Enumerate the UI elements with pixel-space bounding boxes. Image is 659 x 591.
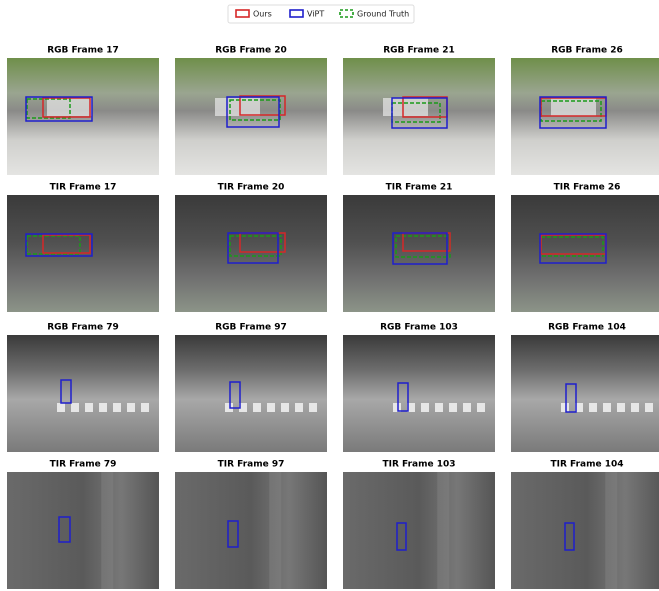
haze xyxy=(269,472,281,589)
panel-grid: RGB Frame 17 RGB Frame 20 RGB Frame 21 RGB … xyxy=(7,46,659,590)
crosswalk xyxy=(113,403,121,412)
legend: Ours ViPT Ground Truth xyxy=(228,5,414,23)
car xyxy=(383,98,428,116)
panel-title: RGB Frame 104 xyxy=(548,323,626,333)
panel-title: TIR Frame 97 xyxy=(218,460,285,470)
legend-label: Ours xyxy=(253,10,272,19)
frame-image xyxy=(343,472,495,589)
panel-title: RGB Frame 26 xyxy=(551,46,623,56)
crosswalk xyxy=(281,403,289,412)
panel-title: RGB Frame 103 xyxy=(380,323,458,333)
crosswalk xyxy=(71,403,79,412)
haze xyxy=(101,472,113,589)
crosswalk xyxy=(561,403,569,412)
frame-image xyxy=(343,195,495,312)
crosswalk xyxy=(85,403,93,412)
crosswalk xyxy=(589,403,597,412)
crosswalk xyxy=(645,403,653,412)
crosswalk xyxy=(631,403,639,412)
haze xyxy=(437,472,449,589)
panel-title: TIR Frame 26 xyxy=(554,183,621,193)
crosswalk xyxy=(127,403,135,412)
panel-title: TIR Frame 79 xyxy=(50,460,117,470)
crosswalk xyxy=(463,403,471,412)
frame-image xyxy=(343,335,495,452)
frame-image xyxy=(175,472,327,589)
frame-image xyxy=(175,335,327,452)
crosswalk xyxy=(603,403,611,412)
legend-label: ViPT xyxy=(307,10,324,19)
frame-image xyxy=(7,335,159,452)
frame-image xyxy=(175,195,327,312)
frame-image xyxy=(7,472,159,589)
crosswalk xyxy=(309,403,317,412)
haze xyxy=(605,472,617,589)
crosswalk xyxy=(253,403,261,412)
panel-title: RGB Frame 21 xyxy=(383,46,455,56)
crosswalk xyxy=(435,403,443,412)
panel-title: TIR Frame 104 xyxy=(550,460,623,470)
frame-image xyxy=(511,472,659,589)
frame-image xyxy=(511,335,659,452)
panel-title: TIR Frame 21 xyxy=(386,183,453,193)
frame-image xyxy=(175,58,327,175)
crosswalk xyxy=(267,403,275,412)
crosswalk xyxy=(617,403,625,412)
legend-label: Ground Truth xyxy=(357,10,409,19)
crosswalk xyxy=(57,403,65,412)
panel-title: RGB Frame 17 xyxy=(47,46,119,56)
figure: OursViPTGround Truth RGB Frame 17RGB Fra… xyxy=(0,0,659,591)
crosswalk xyxy=(141,403,149,412)
panel-title: RGB Frame 20 xyxy=(215,46,287,56)
panel-title: TIR Frame 17 xyxy=(50,183,117,193)
crosswalk xyxy=(295,403,303,412)
crosswalk xyxy=(477,403,485,412)
panel-title: RGB Frame 97 xyxy=(215,323,287,333)
panel-title: TIR Frame 20 xyxy=(218,183,285,193)
crosswalk xyxy=(449,403,457,412)
crosswalk xyxy=(99,403,107,412)
crosswalk xyxy=(421,403,429,412)
panel-title: RGB Frame 79 xyxy=(47,323,119,333)
panel-title: TIR Frame 103 xyxy=(382,460,455,470)
